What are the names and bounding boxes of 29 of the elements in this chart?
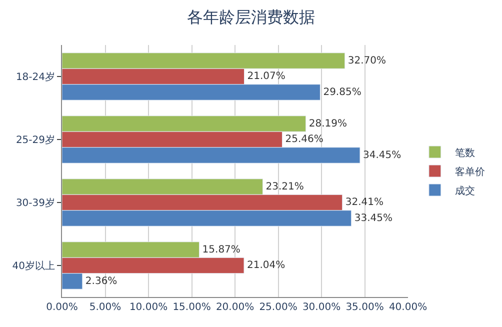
y-tick-label: 40岁以上 [12,260,55,272]
y-tick-label: 18-24岁 [16,71,55,83]
x-tick-label: 10.00% [129,302,168,313]
y-tick-label: 25-29岁 [16,134,55,146]
y-tick-label: 30-39岁 [16,197,55,209]
data-label: 32.70% [348,55,386,66]
data-label: 28.19% [308,118,347,130]
data-label: 34.45% [362,150,402,161]
x-tick-label: 40.00% [388,302,428,313]
data-label: 32.41% [345,197,384,208]
data-label: 21.04% [247,260,286,272]
data-label: 23.21% [266,181,304,192]
legend-label: 客单价 [454,166,485,178]
data-label: 29.85% [323,86,362,98]
data-label: 21.07% [247,71,286,82]
data-label: 25.46% [285,134,324,146]
legend-label: 笔数 [454,146,475,159]
data-label: 15.87% [202,244,240,256]
x-tick-label: 25.00% [259,302,298,313]
x-tick-label: 0.00% [46,302,78,313]
chart-title: 各年龄层消费数据 [187,8,315,26]
x-tick-label: 30.00% [302,302,341,313]
data-label: 2.36% [85,276,118,287]
x-tick-label: 20.00% [216,302,254,313]
x-tick-label: 35.00% [346,302,384,313]
data-label: 33.45% [354,212,392,224]
x-tick-label: 15.00% [172,302,211,313]
legend-label: 成交 [454,184,475,197]
x-tick-label: 5.00% [89,302,122,313]
